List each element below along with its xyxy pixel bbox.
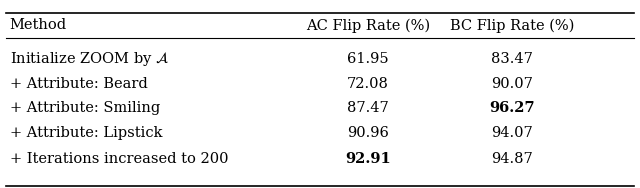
Text: 87.47: 87.47 — [347, 101, 389, 115]
Text: 94.07: 94.07 — [491, 126, 533, 139]
Text: Initialize ZOOM by $\mathcal{A}$: Initialize ZOOM by $\mathcal{A}$ — [10, 50, 169, 68]
Text: 96.27: 96.27 — [489, 101, 535, 115]
Text: 90.96: 90.96 — [347, 126, 389, 139]
Text: + Iterations increased to 200: + Iterations increased to 200 — [10, 152, 228, 166]
Text: Method: Method — [10, 18, 67, 32]
Text: 83.47: 83.47 — [491, 52, 533, 66]
Text: + Attribute: Lipstick: + Attribute: Lipstick — [10, 126, 162, 139]
Text: 61.95: 61.95 — [347, 52, 389, 66]
Text: AC Flip Rate (%): AC Flip Rate (%) — [306, 18, 430, 33]
Text: 92.91: 92.91 — [345, 152, 391, 166]
Text: + Attribute: Beard: + Attribute: Beard — [10, 77, 147, 91]
Text: 94.87: 94.87 — [491, 152, 533, 166]
Text: 72.08: 72.08 — [347, 77, 389, 91]
Text: + Attribute: Smiling: + Attribute: Smiling — [10, 101, 160, 115]
Text: 90.07: 90.07 — [491, 77, 533, 91]
Text: BC Flip Rate (%): BC Flip Rate (%) — [450, 18, 574, 33]
